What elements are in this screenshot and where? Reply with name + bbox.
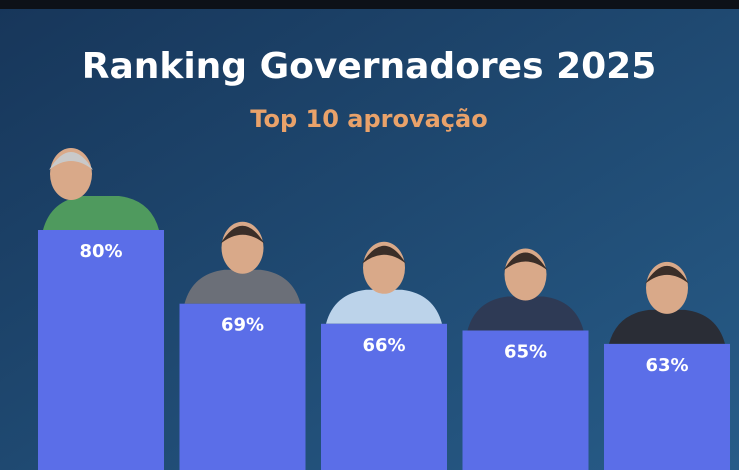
- chart-subtitle: Top 10 aprovação: [250, 105, 487, 133]
- portrait-hair: [503, 252, 548, 271]
- chart-title: Ranking Governadores 2025: [82, 46, 657, 87]
- portrait-hair: [362, 245, 406, 264]
- bar: [179, 303, 306, 470]
- portrait-hair: [220, 225, 265, 244]
- bar: [38, 230, 164, 470]
- value-label: 65%: [504, 342, 547, 363]
- top-strip: [0, 0, 739, 9]
- portrait-body: [43, 196, 159, 230]
- value-label: 63%: [645, 355, 688, 376]
- portrait-body: [184, 269, 301, 304]
- bar: [462, 330, 589, 470]
- portrait-hair: [49, 152, 93, 170]
- portrait-body: [326, 289, 442, 324]
- value-label: 66%: [362, 335, 405, 356]
- portrait-hair: [645, 265, 689, 284]
- portrait-body: [609, 309, 725, 344]
- bar: [604, 343, 730, 470]
- portrait-body: [467, 296, 584, 331]
- bar: [321, 323, 447, 470]
- value-label: 80%: [79, 241, 122, 262]
- value-label: 69%: [221, 315, 264, 336]
